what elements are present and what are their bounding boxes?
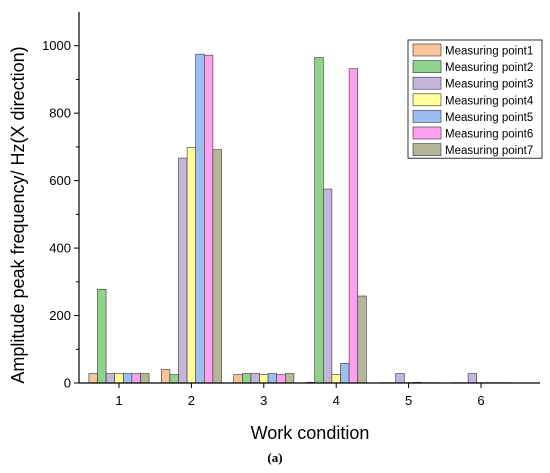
x-tick-label: 4	[333, 393, 340, 408]
x-axis-title: Work condition	[251, 423, 370, 443]
legend-label-point3: Measuring point3	[445, 79, 533, 91]
x-tick-label: 5	[405, 393, 412, 408]
bar-cond2-point4	[186, 147, 197, 384]
bar-cond2-point7	[212, 149, 222, 384]
legend-label-point2: Measuring point2	[445, 62, 533, 74]
bar-cond1-point1	[88, 373, 98, 384]
bar-cond3-point2	[242, 373, 252, 384]
bar-cond4-point7	[357, 295, 367, 384]
x-tick-label: 1	[115, 393, 122, 408]
legend-label-point1: Measuring point1	[445, 46, 533, 58]
y-tick-labels: 0 200 400 600 800 1000	[42, 38, 71, 390]
x-tick-label: 2	[188, 393, 195, 408]
bar-cond2-point3	[178, 157, 188, 384]
x-tick-labels: 1 2 3 4 5 6	[115, 393, 484, 408]
bars-layer	[88, 53, 512, 384]
bar-cond3-point7	[284, 373, 295, 384]
legend-swatch-point4	[412, 93, 442, 107]
bar-cond1-point3	[105, 373, 115, 384]
bar-cond4-point3	[322, 188, 333, 384]
y-axis-title: Amplitude peak frequency/ Hz(X direction…	[8, 46, 28, 383]
bar-cond1-point6	[131, 373, 141, 384]
bar-cond2-point5	[195, 53, 205, 384]
bar-cond4-point5	[340, 363, 350, 384]
bar-cond3-point6	[276, 374, 286, 384]
bar-cond3-point5	[267, 373, 278, 384]
bar-cond3-point1	[233, 374, 243, 384]
bar-cond1-point2	[97, 288, 107, 384]
legend-swatch-point2	[412, 60, 442, 73]
legend-label-point7: Measuring point7	[445, 145, 533, 157]
x-tick-label: 6	[477, 393, 484, 408]
axes	[74, 12, 540, 388]
legend-label-point5: Measuring point5	[445, 112, 533, 124]
bar-cond1-point5	[123, 373, 133, 384]
y-tick-label: 800	[49, 106, 71, 121]
bar-cond1-point4	[114, 373, 124, 384]
bar-cond5-point3	[395, 373, 405, 384]
legend: Measuring point1 Measuring point2 Measurin…	[407, 39, 543, 159]
bar-cond1-point7	[140, 373, 150, 384]
bar-cond6-point3	[467, 373, 478, 384]
legend-swatch-point1	[412, 43, 442, 57]
legend-label-point6: Measuring point6	[445, 129, 533, 141]
figure-caption: (a)	[267, 450, 282, 465]
y-tick-label: 1000	[42, 38, 71, 53]
y-tick-label: 0	[64, 376, 71, 391]
x-tick-label: 3	[260, 393, 267, 408]
y-tick-label: 200	[49, 308, 71, 323]
y-tick-label: 400	[49, 241, 71, 256]
legend-swatch-point3	[412, 76, 442, 90]
bar-cond2-point1	[161, 369, 171, 384]
bar-cond2-point6	[204, 54, 214, 384]
bar-cond3-point3	[250, 373, 260, 384]
legend-swatch-point7	[412, 143, 442, 156]
bar-cond4-point6	[348, 68, 359, 384]
bar-cond2-point2	[169, 374, 179, 384]
bar-cond4-point2	[314, 57, 324, 384]
bar-cond4-point4	[331, 374, 341, 384]
legend-label-point4: Measuring point4	[445, 95, 534, 107]
y-tick-label: 600	[49, 173, 71, 188]
legend-swatch-point5	[412, 110, 442, 123]
legend-swatch-point6	[412, 126, 442, 140]
bar-cond3-point4	[259, 374, 269, 384]
